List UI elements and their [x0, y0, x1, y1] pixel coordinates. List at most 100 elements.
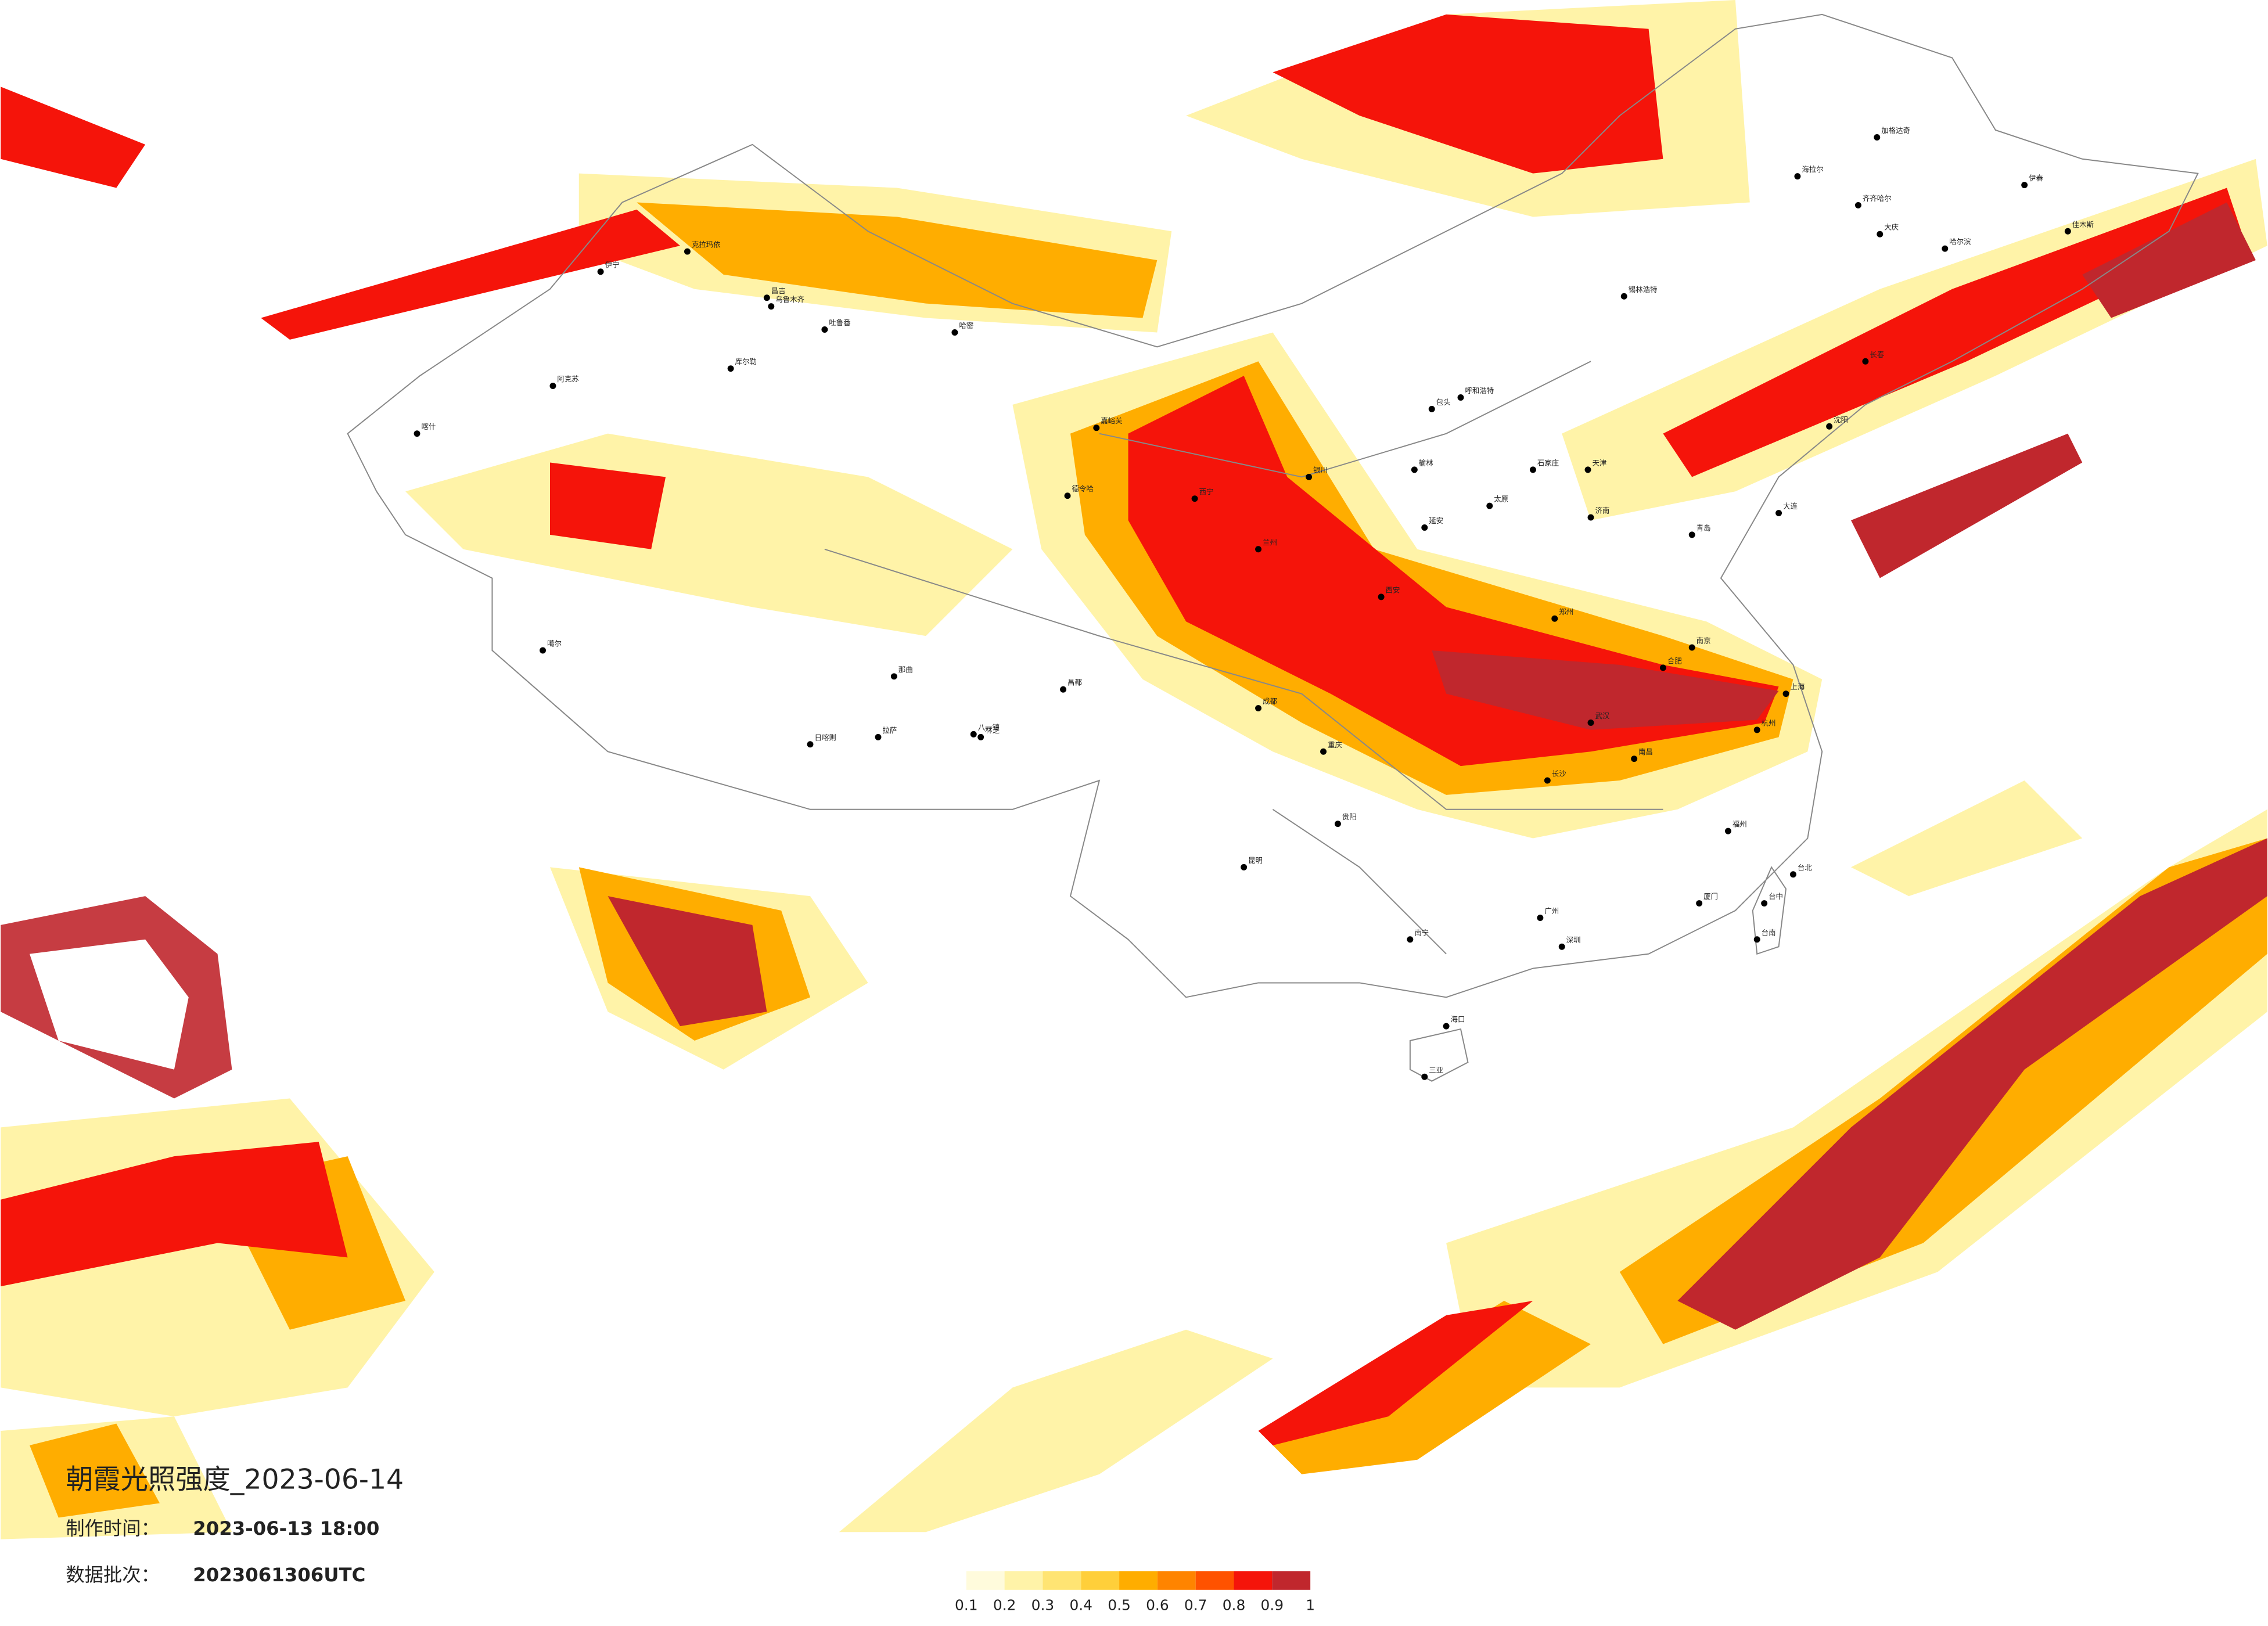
- city-label: 延安: [1429, 516, 1443, 525]
- city-dot: [1255, 705, 1262, 712]
- city-label: 拉萨: [882, 726, 897, 735]
- city-dot: [1794, 173, 1801, 180]
- intensity-field: [1, 0, 2267, 1539]
- city-dot: [1378, 593, 1385, 600]
- legend-tick-label: 0.2: [993, 1597, 1016, 1614]
- city-dot: [549, 383, 556, 390]
- city-label: 榆林: [1419, 458, 1433, 467]
- city-label: 杭州: [1762, 718, 1776, 727]
- city-dot: [1874, 134, 1881, 141]
- legend-swatch: [1234, 1571, 1273, 1590]
- city-dot: [1255, 546, 1262, 553]
- city-label: 海拉尔: [1802, 165, 1823, 174]
- city-label: 成都: [1263, 697, 1277, 706]
- city-dot: [1320, 748, 1327, 755]
- city-label: 阿克苏: [557, 375, 578, 383]
- legend-tick-label: 0.3: [1031, 1597, 1055, 1614]
- time: 2023-06-13 18:00: [193, 1517, 379, 1539]
- city-label: 大庆: [1884, 223, 1899, 232]
- city-label: 合肥: [1667, 656, 1682, 665]
- city-dot: [1688, 644, 1695, 651]
- city-dot: [1826, 423, 1833, 430]
- city-dot: [1529, 466, 1536, 473]
- city-dot: [1421, 524, 1428, 531]
- city-label: 贵阳: [1342, 812, 1357, 821]
- city-dot: [1457, 394, 1464, 401]
- batch: 2023061306UTC: [193, 1564, 365, 1586]
- city-dot: [1241, 864, 1248, 870]
- legend-tick-label: 0.7: [1184, 1597, 1207, 1614]
- city-dot: [1443, 1023, 1450, 1030]
- city-dot: [1753, 936, 1760, 943]
- city-dot: [1942, 245, 1949, 252]
- city-label: 太原: [1494, 495, 1508, 503]
- city-dot: [821, 326, 828, 333]
- legend-swatch: [1043, 1571, 1081, 1590]
- city-label: 伊春: [2029, 174, 2043, 182]
- city-dot: [727, 365, 734, 372]
- city-dot: [1696, 900, 1703, 907]
- legend-swatch: [1004, 1571, 1043, 1590]
- legend-tick-label: 1: [1306, 1597, 1315, 1614]
- city-dot: [1551, 615, 1558, 622]
- city-label: 哈密: [959, 321, 973, 330]
- city-label: 乌鲁木齐: [775, 295, 804, 304]
- legend-tick-label: 0.4: [1069, 1597, 1092, 1614]
- city-dot: [768, 303, 775, 310]
- legend-swatch: [1081, 1571, 1120, 1590]
- city-label: 齐齐哈尔: [1863, 194, 1892, 203]
- batch-label: 数据批次：: [66, 1564, 160, 1586]
- city-dot: [763, 294, 770, 301]
- legend-tick-label: 0.8: [1223, 1597, 1246, 1614]
- city-dot: [1093, 425, 1100, 431]
- city-dot: [1584, 466, 1591, 473]
- legend-tick-label: 0.6: [1146, 1597, 1169, 1614]
- city-dot: [2021, 182, 2028, 189]
- city-dot: [970, 731, 977, 738]
- city-label: 厦门: [1703, 892, 1718, 901]
- legend-swatch: [966, 1571, 1005, 1590]
- city-dot: [875, 733, 882, 740]
- city-dot: [1537, 914, 1544, 921]
- city-dot: [1659, 664, 1666, 671]
- city-label: 锡林浩特: [1629, 285, 1658, 294]
- city-dot: [1877, 231, 1884, 238]
- city-dot: [1428, 405, 1435, 412]
- city-dot: [1558, 943, 1565, 950]
- city-dot: [1761, 900, 1768, 907]
- city-label: 兰州: [1263, 538, 1277, 546]
- city-label: 南宁: [1414, 928, 1429, 937]
- city-label: 克拉玛依: [692, 240, 721, 249]
- city-label: 吐鲁番: [829, 318, 851, 327]
- city-dot: [1407, 936, 1414, 943]
- time-label: 制作时间：: [66, 1517, 160, 1539]
- city-label: 长沙: [1552, 769, 1566, 778]
- city-label: 三亚: [1429, 1066, 1443, 1074]
- city-label: 伊宁: [605, 260, 620, 269]
- city-dot: [1631, 756, 1638, 762]
- city-dot: [1544, 777, 1551, 784]
- city-label: 噶尔: [547, 639, 562, 648]
- city-dot: [414, 430, 420, 437]
- city-label: 重庆: [1328, 740, 1342, 749]
- city-label: 济南: [1595, 506, 1609, 515]
- city-label: 林芝: [985, 726, 1000, 735]
- city-dot: [2064, 228, 2071, 235]
- city-dot: [1724, 828, 1731, 834]
- city-dot: [1753, 726, 1760, 733]
- legend: 0.1 0.2 0.3 0.4 0.5 0.6 0.7 0.8 0.9 1: [955, 1571, 1315, 1614]
- city-label: 昆明: [1248, 856, 1263, 865]
- city-label: 长春: [1870, 350, 1884, 359]
- city-dot: [540, 647, 547, 654]
- legend-tick-label: 0.9: [1261, 1597, 1284, 1614]
- city-label: 西安: [1386, 585, 1400, 594]
- city-dot: [1064, 492, 1071, 499]
- city-dot: [1191, 495, 1198, 502]
- city-label: 台中: [1769, 892, 1783, 901]
- city-label: 嘉峪关: [1101, 416, 1122, 425]
- city-label: 郑州: [1559, 607, 1573, 616]
- legend-tick-label: 0.1: [955, 1597, 978, 1614]
- city-dot: [951, 329, 958, 336]
